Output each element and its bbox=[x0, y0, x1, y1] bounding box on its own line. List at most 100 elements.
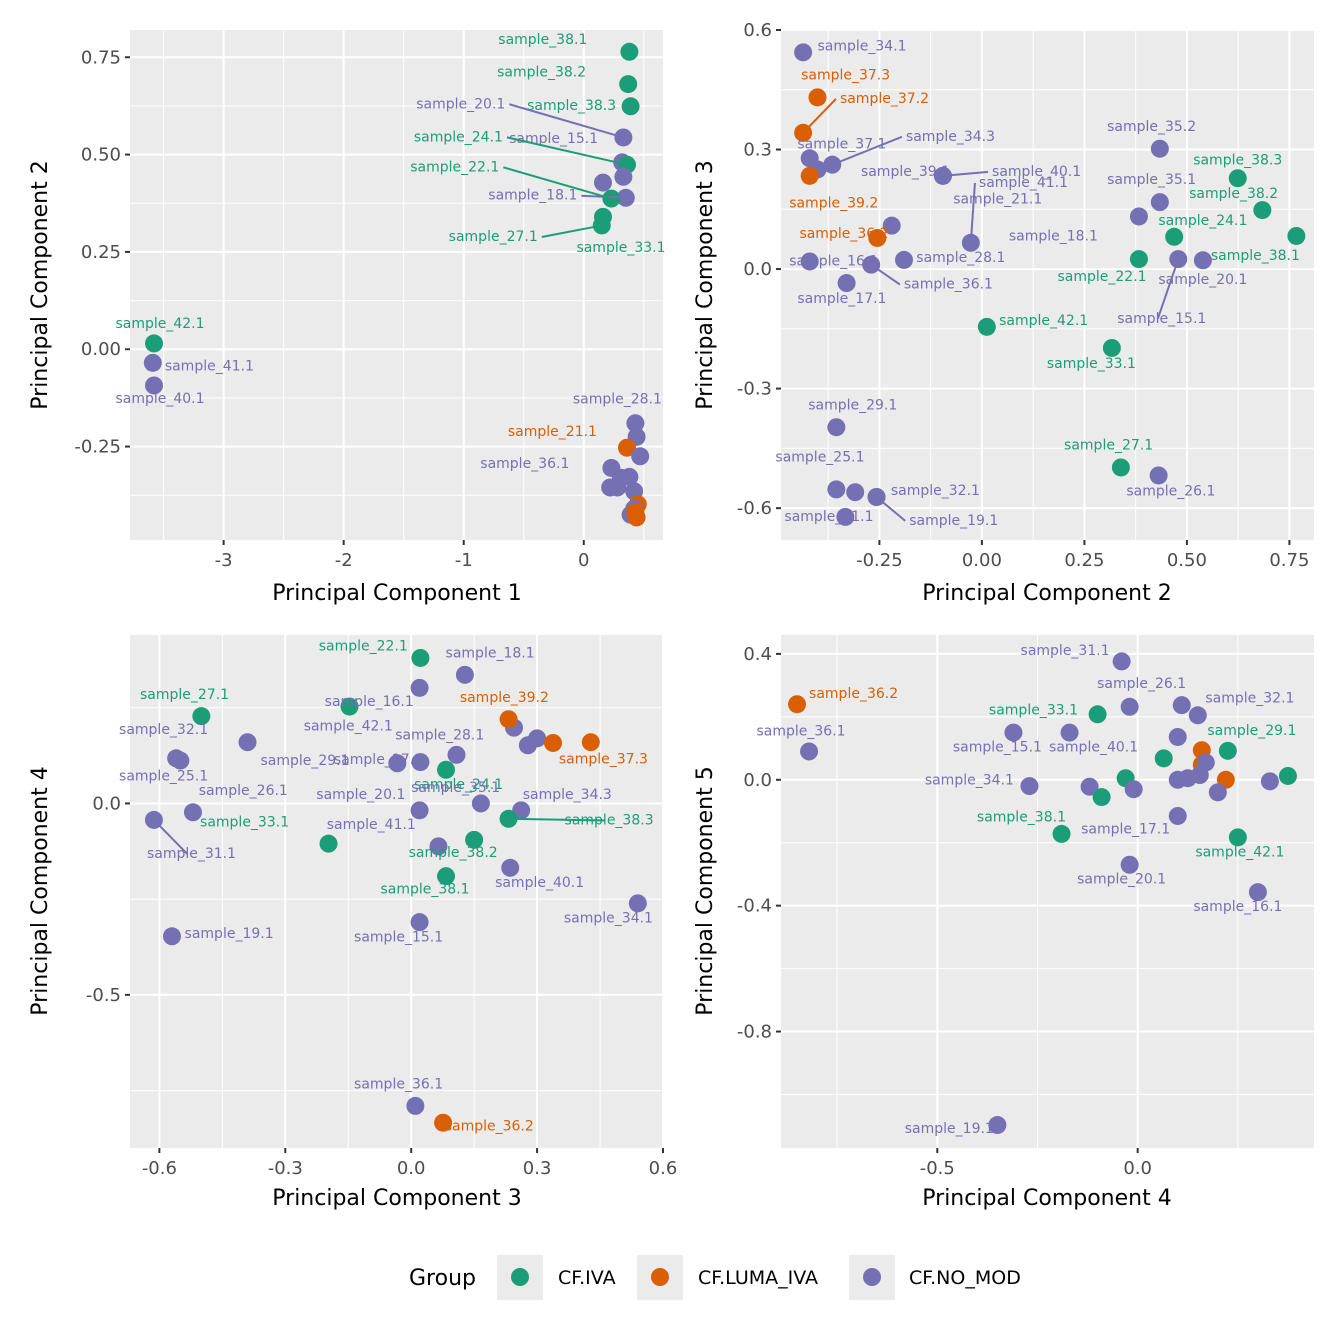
point-label: sample_25.1 bbox=[775, 450, 864, 466]
point-label: sample_36.1 bbox=[354, 1077, 443, 1093]
data-point bbox=[808, 88, 827, 107]
point-label: sample_15.1 bbox=[354, 929, 443, 945]
data-point bbox=[1188, 706, 1207, 725]
data-point bbox=[437, 867, 456, 886]
data-point bbox=[1190, 766, 1209, 785]
data-point bbox=[882, 216, 901, 235]
panel-2: -0.25 0.00 0.25 0.50 0.75 0.6 0.3 0.0 -0.3 -0.6 Pr… bbox=[693, 20, 1314, 606]
x-tick-label: 0.0 bbox=[1123, 1158, 1152, 1179]
point-label: sample_28.1 bbox=[573, 392, 662, 408]
point-label: sample_22.1 bbox=[1057, 269, 1146, 285]
point-label: sample_35.1 bbox=[411, 780, 500, 796]
x-axis-title: Principal Component 4 bbox=[922, 1186, 1171, 1211]
y-tick-label: -0.3 bbox=[737, 379, 772, 400]
data-point bbox=[437, 760, 456, 779]
point-label: sample_22.1 bbox=[319, 638, 408, 654]
data-point bbox=[827, 480, 846, 499]
point-label: sample_29.1 bbox=[260, 753, 349, 769]
data-point bbox=[1172, 696, 1191, 715]
label-leader-line bbox=[509, 103, 624, 139]
data-point bbox=[145, 334, 164, 353]
labels-layer: sample_22.1 sample_18.1 sample_16.1 sample_… bbox=[119, 638, 654, 1134]
label-leader-line bbox=[541, 224, 602, 238]
point-label: sample_36.2 bbox=[445, 1118, 534, 1134]
data-point bbox=[1120, 697, 1139, 716]
y-axis-title: Principal Component 4 bbox=[28, 766, 53, 1015]
data-point bbox=[447, 745, 466, 764]
point-label: sample_19.1 bbox=[905, 1121, 994, 1137]
x-tick-label: -0.6 bbox=[142, 1158, 177, 1179]
point-label: sample_38.3 bbox=[1193, 152, 1282, 168]
y-tick-label: 0.0 bbox=[92, 793, 121, 814]
data-point bbox=[628, 894, 647, 913]
point-label: sample_40.1 bbox=[1049, 739, 1138, 755]
point-label: sample_34.3 bbox=[906, 129, 995, 145]
point-label: sample_34.1 bbox=[925, 772, 1014, 788]
panel-4: -0.5 0.0 0.4 0.0 -0.4 -0.8 Principal Component… bbox=[693, 635, 1314, 1211]
data-point bbox=[465, 830, 484, 849]
point-label: sample_41.1 bbox=[979, 175, 1068, 191]
label-leader-line bbox=[875, 496, 906, 522]
point-label: sample_15.1 bbox=[509, 131, 598, 147]
point-label: sample_38.1 bbox=[1211, 248, 1300, 264]
point-label: sample_17.1 bbox=[334, 752, 423, 768]
x-tick-label: 0.3 bbox=[523, 1158, 552, 1179]
data-point bbox=[1060, 723, 1079, 742]
point-label: sample_42.1 bbox=[999, 313, 1088, 329]
point-label: sample_31.1 bbox=[147, 846, 236, 862]
label-leader-line bbox=[969, 182, 976, 243]
y-axis-title: Principal Component 2 bbox=[28, 160, 53, 409]
data-point bbox=[626, 414, 645, 433]
legend-item-cf-luma-iva: CF.LUMA_IVA bbox=[637, 1255, 818, 1300]
point-label: sample_29.1 bbox=[1207, 723, 1296, 739]
label-leader-line bbox=[153, 819, 189, 855]
point-label: sample_39.1 bbox=[861, 164, 950, 180]
data-point bbox=[1248, 883, 1267, 902]
data-point bbox=[145, 376, 164, 395]
data-point bbox=[410, 801, 429, 820]
data-point bbox=[410, 678, 429, 697]
data-point bbox=[1154, 749, 1173, 768]
panel-3: -0.6 -0.3 0.0 0.3 0.6 0.0 -0.5 Principal Compon… bbox=[28, 635, 677, 1211]
point-label: sample_39.2 bbox=[789, 196, 878, 212]
x-axis-title: Principal Component 2 bbox=[922, 581, 1171, 606]
point-label: sample_38.3 bbox=[527, 98, 616, 114]
y-tick-label: 0.6 bbox=[743, 20, 772, 41]
point-label: sample_16.1 bbox=[1193, 899, 1282, 915]
data-point bbox=[1287, 226, 1306, 245]
point-label: sample_20.1 bbox=[316, 787, 405, 803]
x-tick-label: 0 bbox=[578, 550, 589, 571]
data-point bbox=[617, 438, 636, 457]
data-point bbox=[1193, 251, 1212, 270]
point-label: sample_15.1 bbox=[1117, 311, 1206, 327]
data-point bbox=[846, 483, 865, 502]
data-point bbox=[1129, 250, 1148, 269]
label-leader-line bbox=[802, 98, 837, 134]
y-axis-title: Principal Component 5 bbox=[693, 766, 718, 1015]
data-point bbox=[429, 837, 448, 856]
plot-background bbox=[781, 635, 1314, 1148]
data-point bbox=[788, 695, 807, 714]
data-point bbox=[319, 834, 338, 853]
point-label: sample_33.1 bbox=[1047, 356, 1136, 372]
point-label: sample_28.1 bbox=[395, 728, 484, 744]
data-point bbox=[1168, 727, 1187, 746]
point-label: sample_27.1 bbox=[449, 229, 538, 245]
x-tick-label: -1 bbox=[455, 550, 473, 571]
point-label: sample_32.1 bbox=[1205, 691, 1294, 707]
data-point bbox=[1149, 466, 1168, 485]
point-label: sample_27.1 bbox=[1064, 438, 1153, 454]
data-point bbox=[1102, 338, 1121, 357]
legend-title: Group bbox=[409, 1266, 476, 1291]
label-leader-line bbox=[831, 135, 903, 166]
label-leader-line bbox=[506, 136, 628, 166]
point-label: sample_20.1 bbox=[1158, 272, 1247, 288]
data-point bbox=[1260, 772, 1279, 791]
data-point bbox=[501, 858, 520, 877]
y-tick-label: 0.4 bbox=[743, 644, 772, 665]
point-label: sample_42.1 bbox=[304, 719, 393, 735]
x-tick-label: 0.50 bbox=[1167, 550, 1207, 571]
data-point bbox=[1150, 193, 1169, 212]
data-point bbox=[1080, 777, 1099, 796]
data-point bbox=[1120, 855, 1139, 874]
